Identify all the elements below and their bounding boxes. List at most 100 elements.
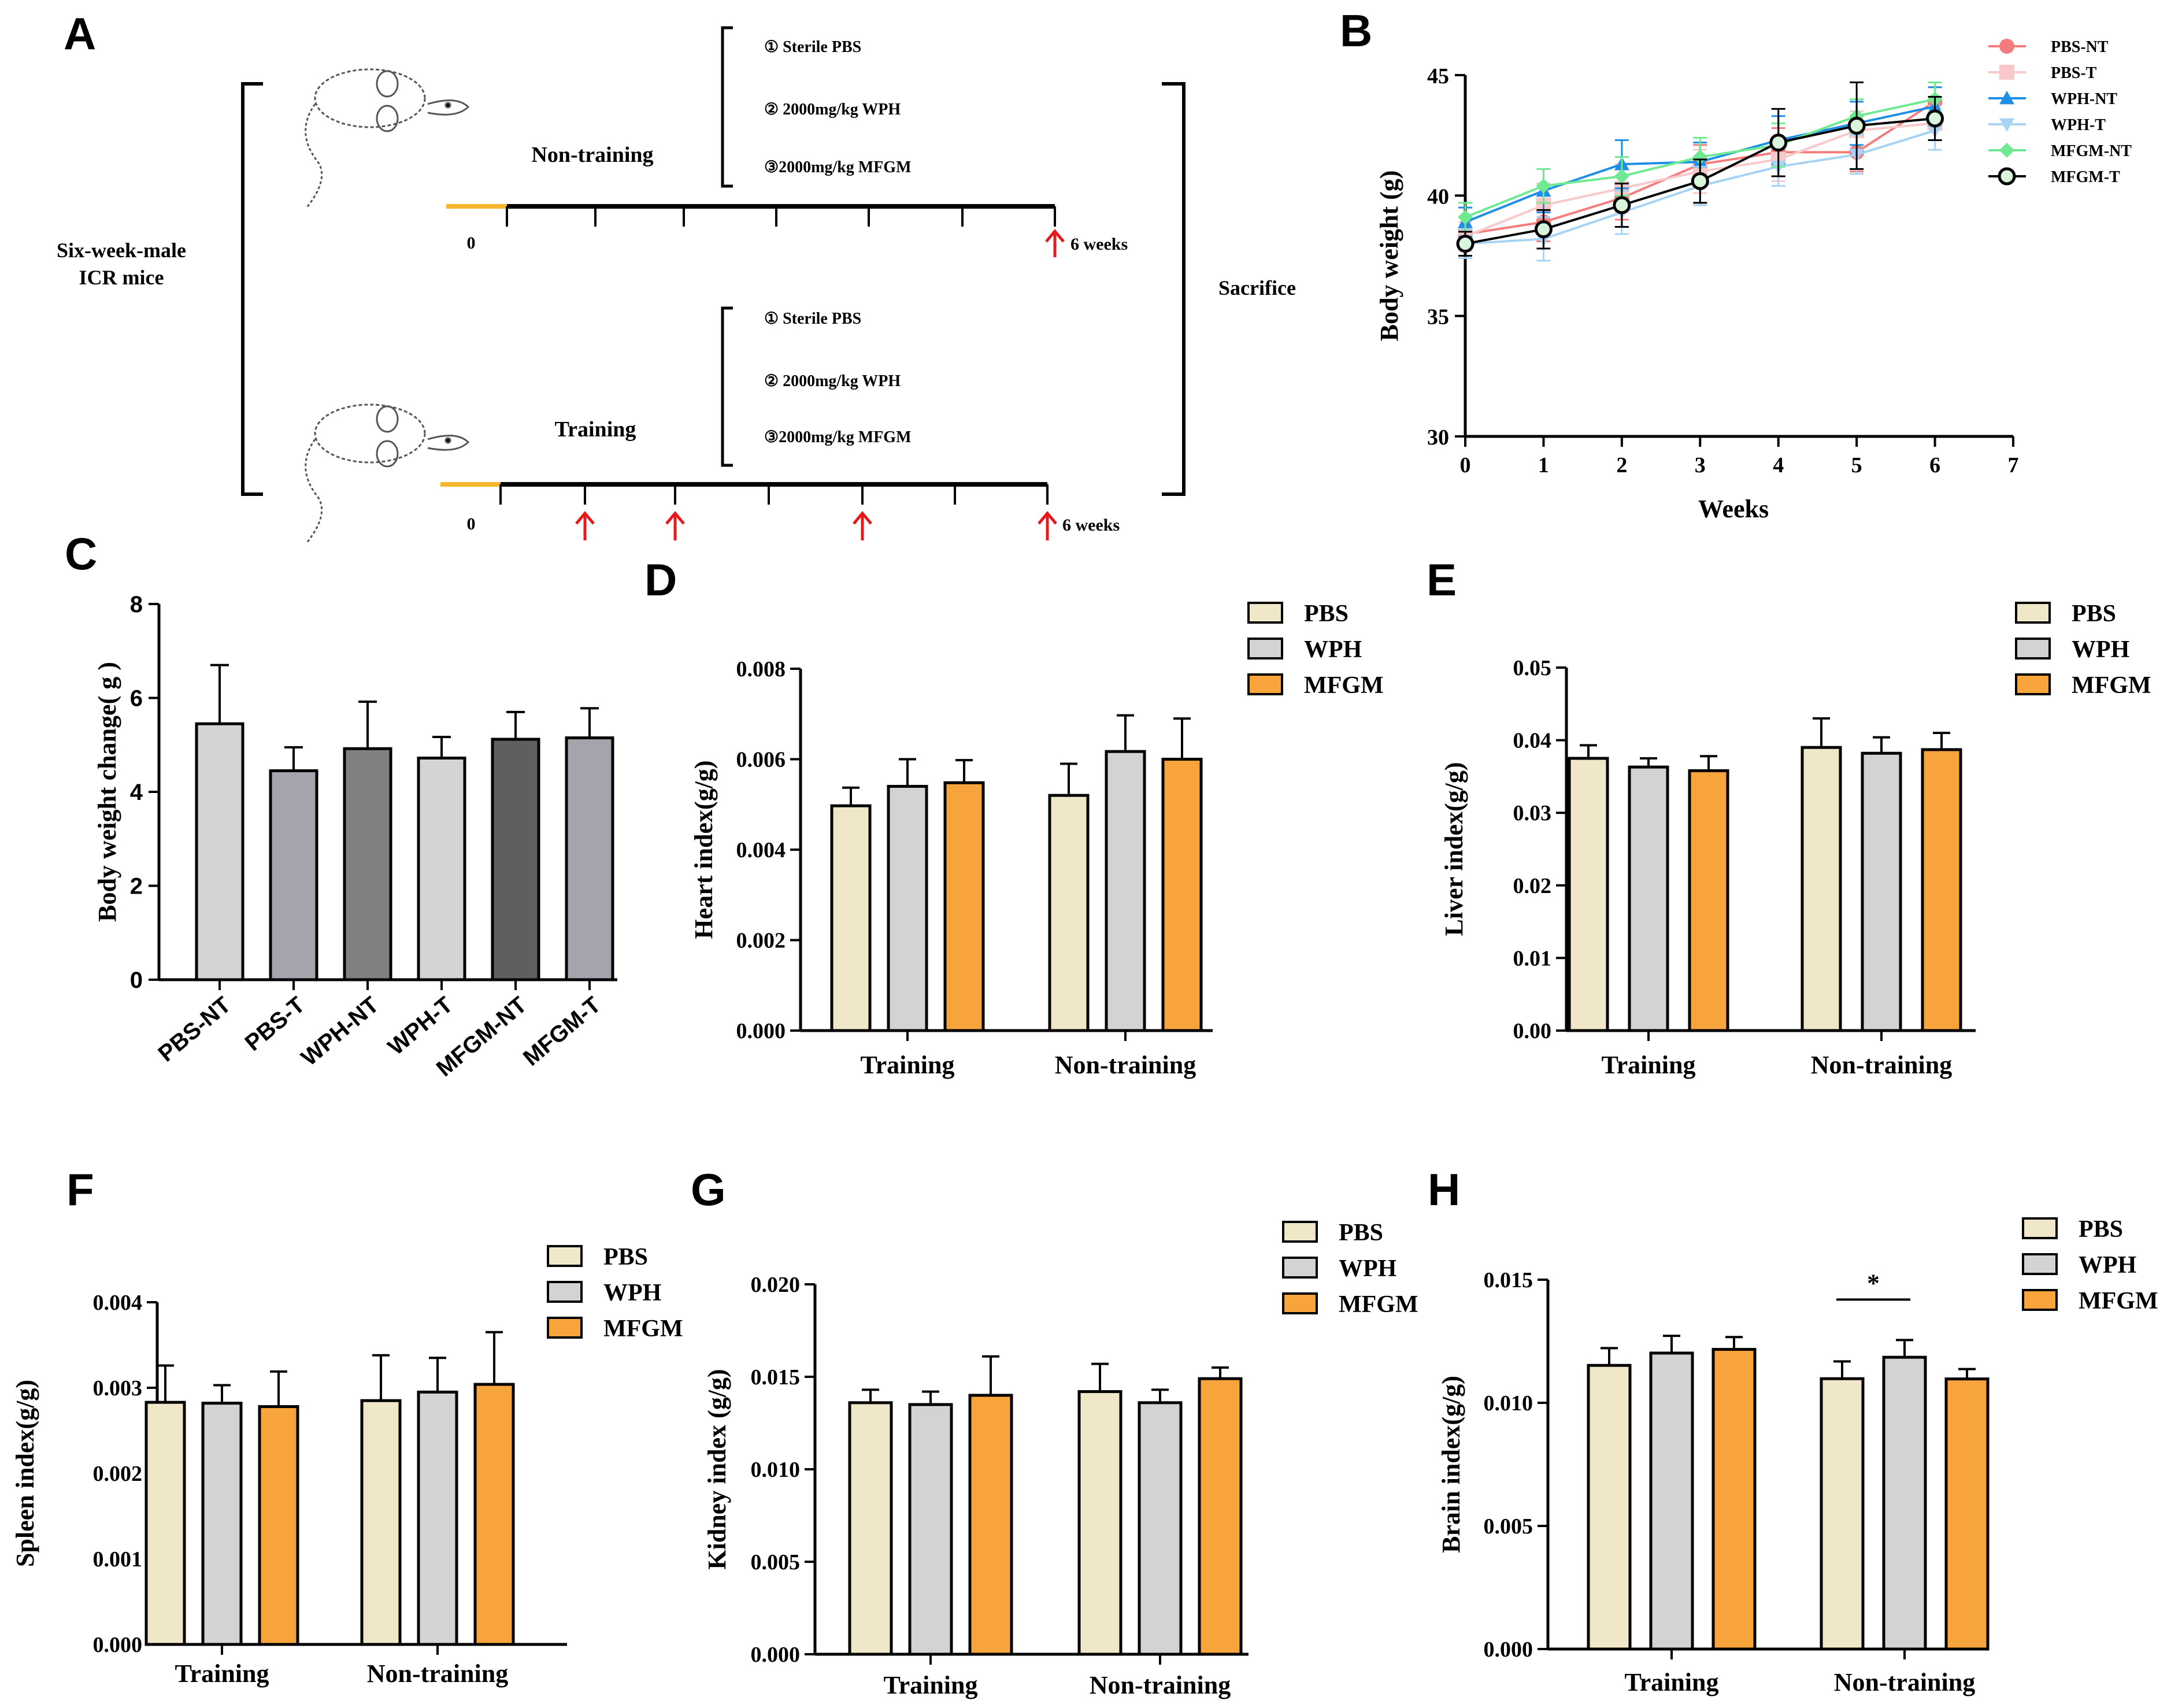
subject-label-line1: Six-week-male [57,239,186,262]
y-tick-label: 30 [1427,425,1449,450]
timeline-start-label: 0 [467,514,476,533]
panel-label-d: D [644,554,677,605]
y-tick-label: 40 [1427,184,1449,209]
legend-label: WPH [1339,1255,1396,1282]
y-tick-label: 0.02 [1513,874,1552,898]
legend-label: WPH [2072,636,2129,663]
legend-label: PBS [603,1244,648,1270]
left-bracket [241,82,263,496]
bar-PBS-Non-training [1801,746,1842,1032]
x-tick-label: PBS-T [240,992,310,1056]
y-tick-label: 0.015 [751,1365,801,1390]
legend-swatch [2022,1289,2058,1311]
legend-label: WPH-NT [2051,90,2117,108]
x-tick-label: Training [175,1659,269,1688]
bar-MFGM-Non-training [1161,758,1203,1032]
bar-PBS-Non-training [1048,794,1090,1032]
x-tick-label: 3 [1695,453,1706,477]
panel-f-spleen-index-chart: F 0.000 0.001 0.002 0.003 0.004 Spleen index(… [11,1164,683,1688]
group-label-non-training: Non-training [531,143,653,167]
y-tick-label: 0.04 [1513,729,1552,753]
legend-label: MFGM-NT [2051,142,2132,160]
legend-marker [1999,91,2014,105]
x-tick-label: Non-training [1090,1671,1231,1699]
legend-label: MFGM [603,1316,683,1342]
panel-label-a: A [64,8,96,59]
x-tick-label: Training [883,1671,977,1699]
y-axis-title: Heart index(g/g) [690,760,718,939]
panel-label-g: G [691,1164,726,1215]
legend-swatch [1247,673,1283,695]
x-tick-label: 0 [1460,453,1471,477]
legend-label: MFGM [1304,672,1384,699]
y-tick-label: 0.000 [751,1643,801,1667]
y-axis-title: Body weight change( g ) [93,662,121,922]
y-tick-label: 0.004 [93,1291,143,1315]
data-point-MFGM-T [1534,220,1553,239]
legend-label: WPH [603,1280,661,1306]
legend-swatch [547,1281,583,1303]
x-tick-label: Non-training [1055,1051,1196,1079]
panel-e-liver-index-chart: E 0.00 0.01 0.02 0.03 0.04 0.05 Liver index(g/… [1427,554,2151,1079]
legend-marker [1999,65,2014,80]
data-point-MFGM-T [1769,134,1788,152]
timeline-end-label: 6 weeks [1062,516,1120,535]
y-tick-label: 0.010 [751,1458,801,1482]
treatment-item: ① Sterile PBS [764,310,861,328]
x-tick-label: Training [1601,1051,1695,1079]
bar-PBS-Training [830,804,872,1032]
panel-label-f: F [66,1164,94,1215]
panel-label-c: C [65,528,97,579]
panel-label-h: H [1428,1164,1460,1215]
data-point-MFGM-T [1847,117,1866,135]
y-axis-title: Body weight (g) [1375,171,1403,342]
y-tick-label: 0.002 [93,1462,143,1486]
series-MFGM-T [1456,81,1944,257]
y-tick-label: 45 [1427,64,1449,88]
x-tick-label: MFGM-T [518,992,606,1071]
y-tick-label: 6 [130,686,143,712]
y-tick-label: 0.015 [1484,1268,1533,1292]
data-point-MFGM-T [1691,172,1709,190]
y-tick-label: 4 [130,780,143,805]
x-tick-label: Training [1624,1668,1718,1696]
x-tick-label: 6 [1929,453,1940,477]
legend-swatch [547,1245,583,1267]
y-tick-label: 0.000 [736,1019,786,1043]
y-tick-label: 0.000 [1484,1637,1533,1662]
legend-marker [1998,167,2016,186]
data-point-MFGM-NT [1692,149,1708,165]
legend-swatch [547,1317,583,1339]
y-tick-label: 0.002 [736,929,786,953]
x-tick-label: PBS-NT [153,992,235,1066]
x-tick-label: Non-training [1811,1051,1952,1079]
legend-label: MFGM-T [2051,168,2120,186]
legend-marker [1999,143,2014,158]
legend-label: WPH-T [2051,116,2106,134]
legend-label: PBS [1304,601,1349,627]
timeline-end-label: 6 weeks [1070,235,1128,254]
y-tick-label: 0.004 [736,838,786,862]
bar-MFGM-Non-training [1944,1377,1990,1651]
bar-PBS-Training [1587,1364,1632,1651]
bar-WPH-Non-training [1861,751,1902,1032]
legend-label: PBS [2072,601,2116,627]
bar-PBS-Training [1568,757,1609,1032]
x-tick-label: 1 [1538,453,1549,477]
bar-MFGM-Training [1711,1348,1757,1651]
sacrifice-label: Sacrifice [1218,276,1296,299]
timeline-start-label: 0 [467,234,476,253]
legend-marker [1999,118,2014,132]
panel-label-e: E [1427,554,1457,605]
y-tick-label: 0.000 [93,1633,143,1657]
legend-label: MFGM [1339,1291,1418,1318]
panel-g-kidney-index-chart: G 0.000 0.005 0.010 0.015 0.020 Kidney index … [691,1164,1418,1699]
data-point-MFGM-T [1456,235,1475,253]
x-tick-label: 2 [1616,453,1627,477]
subject-label-line2: ICR mice [79,266,164,289]
bar-MFGM-Non-training [1921,748,1962,1032]
data-point-MFGM-T [1613,196,1631,214]
legend-label: MFGM [2079,1288,2158,1314]
treatment-bracket [721,306,733,467]
